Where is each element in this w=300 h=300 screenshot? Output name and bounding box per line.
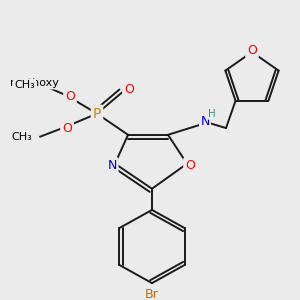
Text: N: N [200,115,210,128]
Text: CH₃: CH₃ [14,80,35,90]
Text: O: O [185,159,195,172]
Text: H: H [208,109,216,118]
Text: O: O [62,122,72,135]
Text: CH₃: CH₃ [11,132,32,142]
Text: O: O [124,83,134,96]
Text: Br: Br [145,288,159,300]
Text: O: O [65,90,75,103]
Text: O: O [247,44,257,57]
Text: N: N [107,159,117,172]
Text: P: P [93,106,101,121]
Text: methoxy: methoxy [10,78,58,88]
